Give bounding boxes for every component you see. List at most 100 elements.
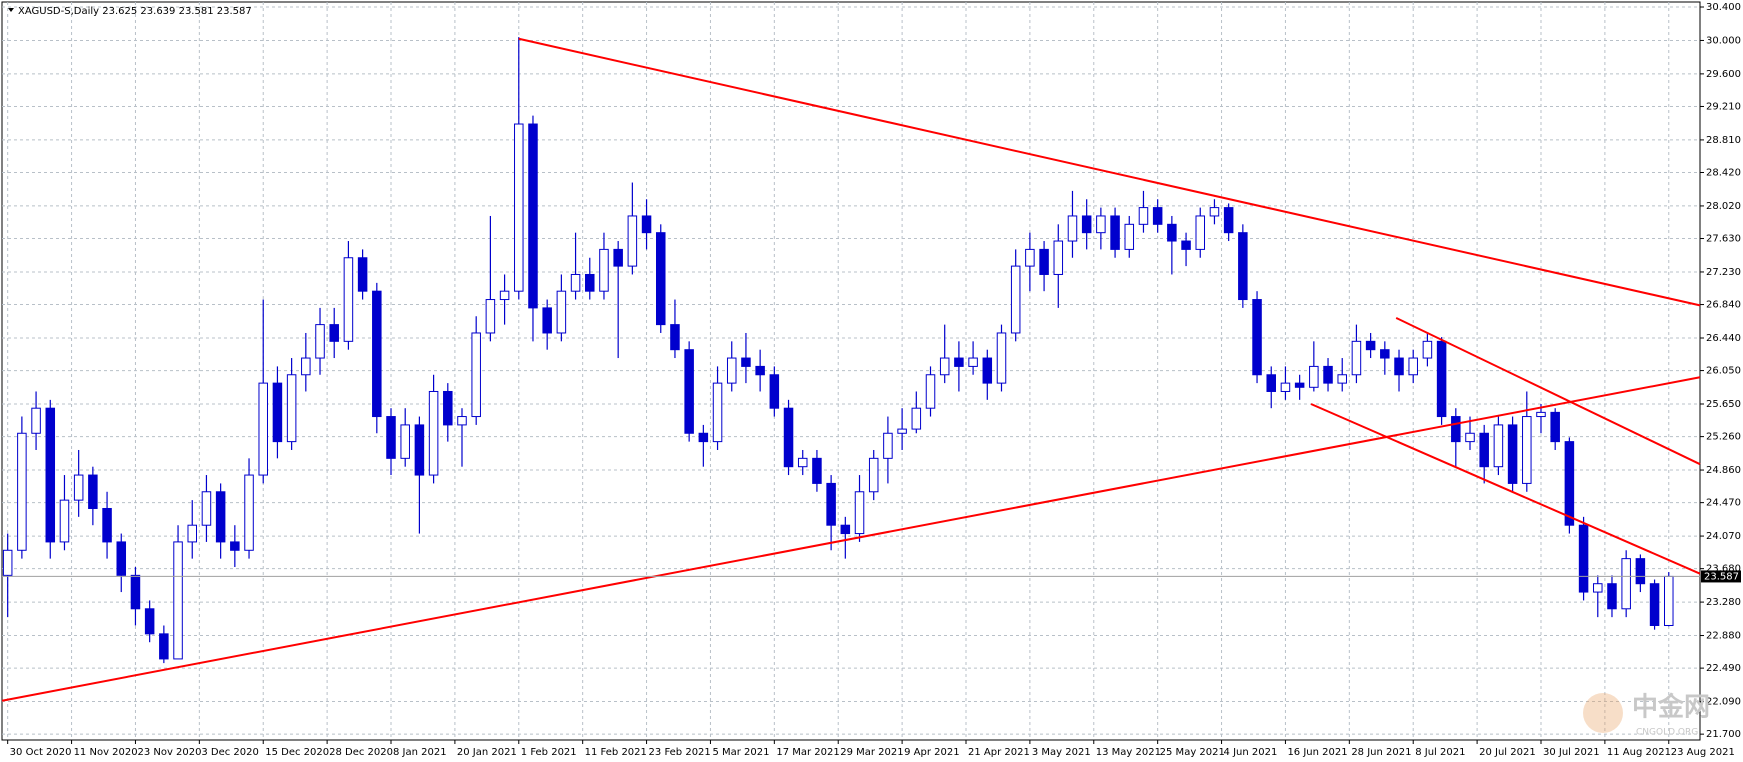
candle-body bbox=[428, 390, 439, 476]
candle-body bbox=[130, 574, 141, 610]
watermark-logo bbox=[1583, 693, 1623, 733]
candle-body bbox=[542, 307, 552, 334]
candle-body bbox=[1564, 441, 1575, 526]
candle-body bbox=[329, 324, 339, 342]
candle-body bbox=[1493, 424, 1504, 468]
y-tick-label: 22.090 bbox=[1706, 697, 1741, 708]
candle-body bbox=[1337, 374, 1347, 384]
candle-body bbox=[1223, 207, 1234, 234]
trend-line bbox=[1, 376, 1701, 702]
candle-body bbox=[201, 491, 212, 526]
y-tick-label: 26.840 bbox=[1706, 300, 1741, 311]
x-tick-label: 11 Aug 2021 bbox=[1607, 747, 1671, 758]
candle-body bbox=[1422, 340, 1433, 359]
trend-line bbox=[1310, 403, 1701, 575]
candle-body bbox=[400, 424, 410, 459]
candle-body bbox=[258, 382, 268, 476]
candle-body bbox=[613, 248, 623, 267]
y-tick-label: 28.810 bbox=[1706, 135, 1741, 146]
candle-body bbox=[1522, 416, 1532, 484]
x-tick-label: 5 Mar 2021 bbox=[712, 747, 769, 758]
candle-body bbox=[897, 428, 907, 434]
candle-body bbox=[1025, 248, 1035, 267]
candle-body bbox=[485, 299, 496, 334]
grid-layer bbox=[2, 2, 1704, 744]
candle-body bbox=[585, 273, 595, 292]
candle-body bbox=[1280, 382, 1291, 392]
candle-body bbox=[471, 332, 481, 418]
candle-body bbox=[883, 432, 893, 459]
candle-body bbox=[17, 432, 27, 551]
candle-body bbox=[286, 374, 297, 443]
candle-body bbox=[1578, 524, 1589, 593]
candle-body bbox=[272, 382, 283, 443]
x-tick-label: 15 Dec 2020 bbox=[265, 747, 329, 758]
text-layer: 30.400 30.000 29.600 29.210 28.810 28.420 28.0… bbox=[10, 2, 1741, 758]
candle-body bbox=[372, 290, 382, 418]
watermark: 中金网 bbox=[1632, 692, 1710, 723]
candle-body bbox=[627, 215, 638, 267]
y-tick-label: 30.400 bbox=[1706, 2, 1741, 13]
candle-body bbox=[1635, 558, 1646, 585]
y-tick-label: 25.650 bbox=[1706, 399, 1741, 410]
last-price-label: 23.587 bbox=[1704, 571, 1739, 582]
candle-body bbox=[88, 474, 98, 509]
candle-body bbox=[1181, 240, 1191, 250]
candle-body bbox=[1152, 207, 1163, 225]
candle-body bbox=[1649, 583, 1660, 626]
candle-body bbox=[187, 524, 198, 543]
candle-body bbox=[1394, 357, 1404, 376]
candle-body bbox=[59, 499, 70, 543]
candle-body bbox=[1053, 240, 1064, 275]
candle-body bbox=[159, 633, 169, 660]
x-tick-label: 4 Jun 2021 bbox=[1224, 747, 1278, 758]
candle-body bbox=[741, 357, 751, 367]
y-tick-label: 29.600 bbox=[1706, 69, 1741, 80]
candle-body bbox=[443, 390, 453, 426]
x-tick-label: 21 Apr 2021 bbox=[968, 747, 1030, 758]
y-tick-label: 26.440 bbox=[1706, 333, 1741, 344]
candle-body bbox=[726, 357, 737, 384]
marks-layer bbox=[1, 37, 1701, 702]
candle-body bbox=[911, 407, 922, 430]
candle-body bbox=[386, 416, 396, 459]
x-tick-label: 23 Aug 2021 bbox=[1671, 747, 1735, 758]
x-tick-label: 9 Apr 2021 bbox=[904, 747, 959, 758]
candle-body bbox=[812, 457, 822, 484]
candle-body bbox=[1507, 424, 1518, 484]
candle-body bbox=[556, 290, 567, 334]
candle-body bbox=[968, 357, 978, 367]
y-tick-label: 22.490 bbox=[1706, 663, 1741, 674]
y-tick-label: 30.000 bbox=[1706, 35, 1741, 46]
x-tick-label: 17 Mar 2021 bbox=[776, 747, 839, 758]
x-tick-label: 20 Jan 2021 bbox=[457, 747, 517, 758]
candle-body bbox=[1252, 299, 1262, 376]
candle-body bbox=[1593, 583, 1603, 593]
y-tick-label: 27.230 bbox=[1706, 267, 1741, 278]
candle-body bbox=[868, 457, 879, 493]
y-tick-label: 24.470 bbox=[1706, 498, 1741, 509]
candle-body bbox=[102, 507, 112, 543]
candle-body bbox=[1167, 223, 1177, 242]
candle-body bbox=[1607, 583, 1617, 610]
x-tick-label: 28 Dec 2020 bbox=[329, 747, 393, 758]
candle-body bbox=[755, 365, 765, 376]
candle-body bbox=[684, 349, 694, 434]
candle-body bbox=[244, 474, 254, 551]
candle-body bbox=[1664, 575, 1674, 626]
candle-body bbox=[301, 357, 311, 376]
candle-body bbox=[1365, 340, 1376, 351]
candle-body bbox=[1479, 432, 1489, 468]
x-tick-label: 8 Jul 2021 bbox=[1415, 747, 1465, 758]
candle-body bbox=[2, 549, 13, 576]
candle-body bbox=[414, 424, 425, 476]
candle-body bbox=[1380, 349, 1390, 359]
candle-body bbox=[797, 457, 808, 468]
x-tick-label: 3 Dec 2020 bbox=[201, 747, 259, 758]
candle-body bbox=[315, 324, 325, 359]
candle-body bbox=[599, 248, 609, 292]
candle-body bbox=[1081, 215, 1092, 234]
y-tick-label: 23.280 bbox=[1706, 597, 1741, 608]
